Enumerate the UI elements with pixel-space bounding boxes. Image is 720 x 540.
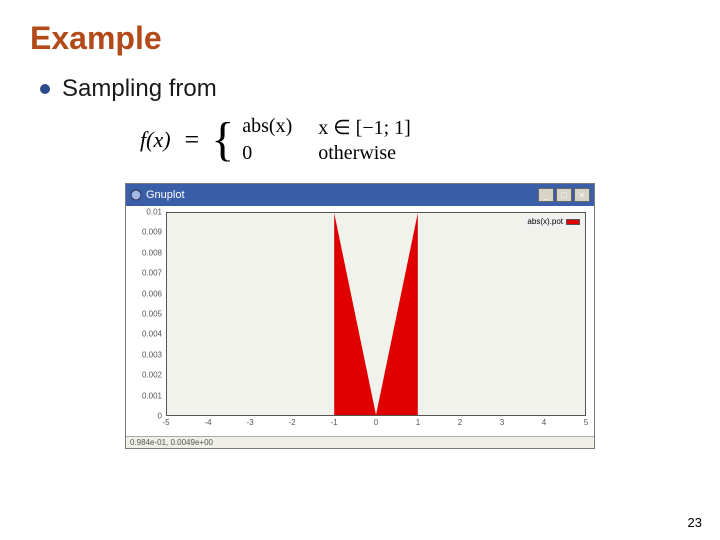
- bullet-item: Sampling from: [40, 75, 690, 103]
- x-tick-label: -4: [204, 418, 211, 427]
- x-tick-label: 5: [584, 418, 588, 427]
- chart-series: [167, 213, 585, 415]
- y-tick-label: 0.001: [142, 391, 162, 400]
- page-number: 23: [688, 515, 702, 530]
- x-tick-label: -2: [288, 418, 295, 427]
- formula-brace: {: [211, 121, 234, 159]
- y-tick-label: 0.008: [142, 248, 162, 257]
- y-axis-ticks: 00.0010.0020.0030.0040.0050.0060.0070.00…: [126, 212, 164, 416]
- bullet-dot: [40, 84, 50, 94]
- formula-case2-cond: otherwise: [318, 142, 411, 165]
- y-tick-label: 0: [158, 412, 162, 421]
- x-tick-label: 0: [374, 418, 378, 427]
- bullet-text: Sampling from: [62, 75, 217, 103]
- y-tick-label: 0.006: [142, 289, 162, 298]
- y-tick-label: 0.003: [142, 350, 162, 359]
- chart-legend: abs(x).pot: [525, 216, 582, 227]
- x-tick-label: 2: [458, 418, 462, 427]
- x-tick-label: -3: [246, 418, 253, 427]
- close-button[interactable]: ×: [574, 188, 590, 202]
- formula-eq: =: [185, 125, 200, 155]
- x-tick-label: -5: [162, 418, 169, 427]
- legend-label: abs(x).pot: [527, 217, 563, 226]
- formula-lhs: f(x): [140, 127, 171, 153]
- y-tick-label: 0.002: [142, 371, 162, 380]
- y-tick-label: 0.009: [142, 228, 162, 237]
- window-status-bar: 0.984e-01, 0.0049e+00: [126, 436, 594, 448]
- window-titlebar: Gnuplot _ □ ×: [126, 184, 594, 206]
- y-tick-label: 0.01: [146, 208, 162, 217]
- formula: f(x) = { abs(x) x ∈ [−1; 1] 0 otherwise: [140, 115, 690, 165]
- plot-background: abs(x).pot: [166, 212, 586, 416]
- x-tick-label: -1: [330, 418, 337, 427]
- minimize-button[interactable]: _: [538, 188, 554, 202]
- y-tick-label: 0.004: [142, 330, 162, 339]
- gnuplot-window: Gnuplot _ □ × abs(x).pot 0 0.001 0.002 0.00…: [125, 183, 595, 449]
- plot-area: abs(x).pot 0 0.001 0.002 0.003 0.004 0.005 0.0…: [126, 206, 594, 436]
- x-tick-label: 3: [500, 418, 504, 427]
- formula-case2-expr: 0: [242, 142, 292, 165]
- x-tick-label: 1: [416, 418, 420, 427]
- slide-title: Example: [30, 20, 690, 57]
- legend-swatch: [566, 219, 580, 225]
- formula-case1-expr: abs(x): [242, 115, 292, 140]
- formula-case1-cond: x ∈ [−1; 1]: [318, 115, 411, 140]
- y-tick-label: 0.005: [142, 310, 162, 319]
- x-tick-label: 4: [542, 418, 546, 427]
- y-tick-label: 0.007: [142, 269, 162, 278]
- x-axis-ticks: -5-4-3-2-1012345: [166, 418, 586, 432]
- maximize-button[interactable]: □: [556, 188, 572, 202]
- window-title: Gnuplot: [146, 189, 185, 201]
- app-icon: [130, 189, 142, 201]
